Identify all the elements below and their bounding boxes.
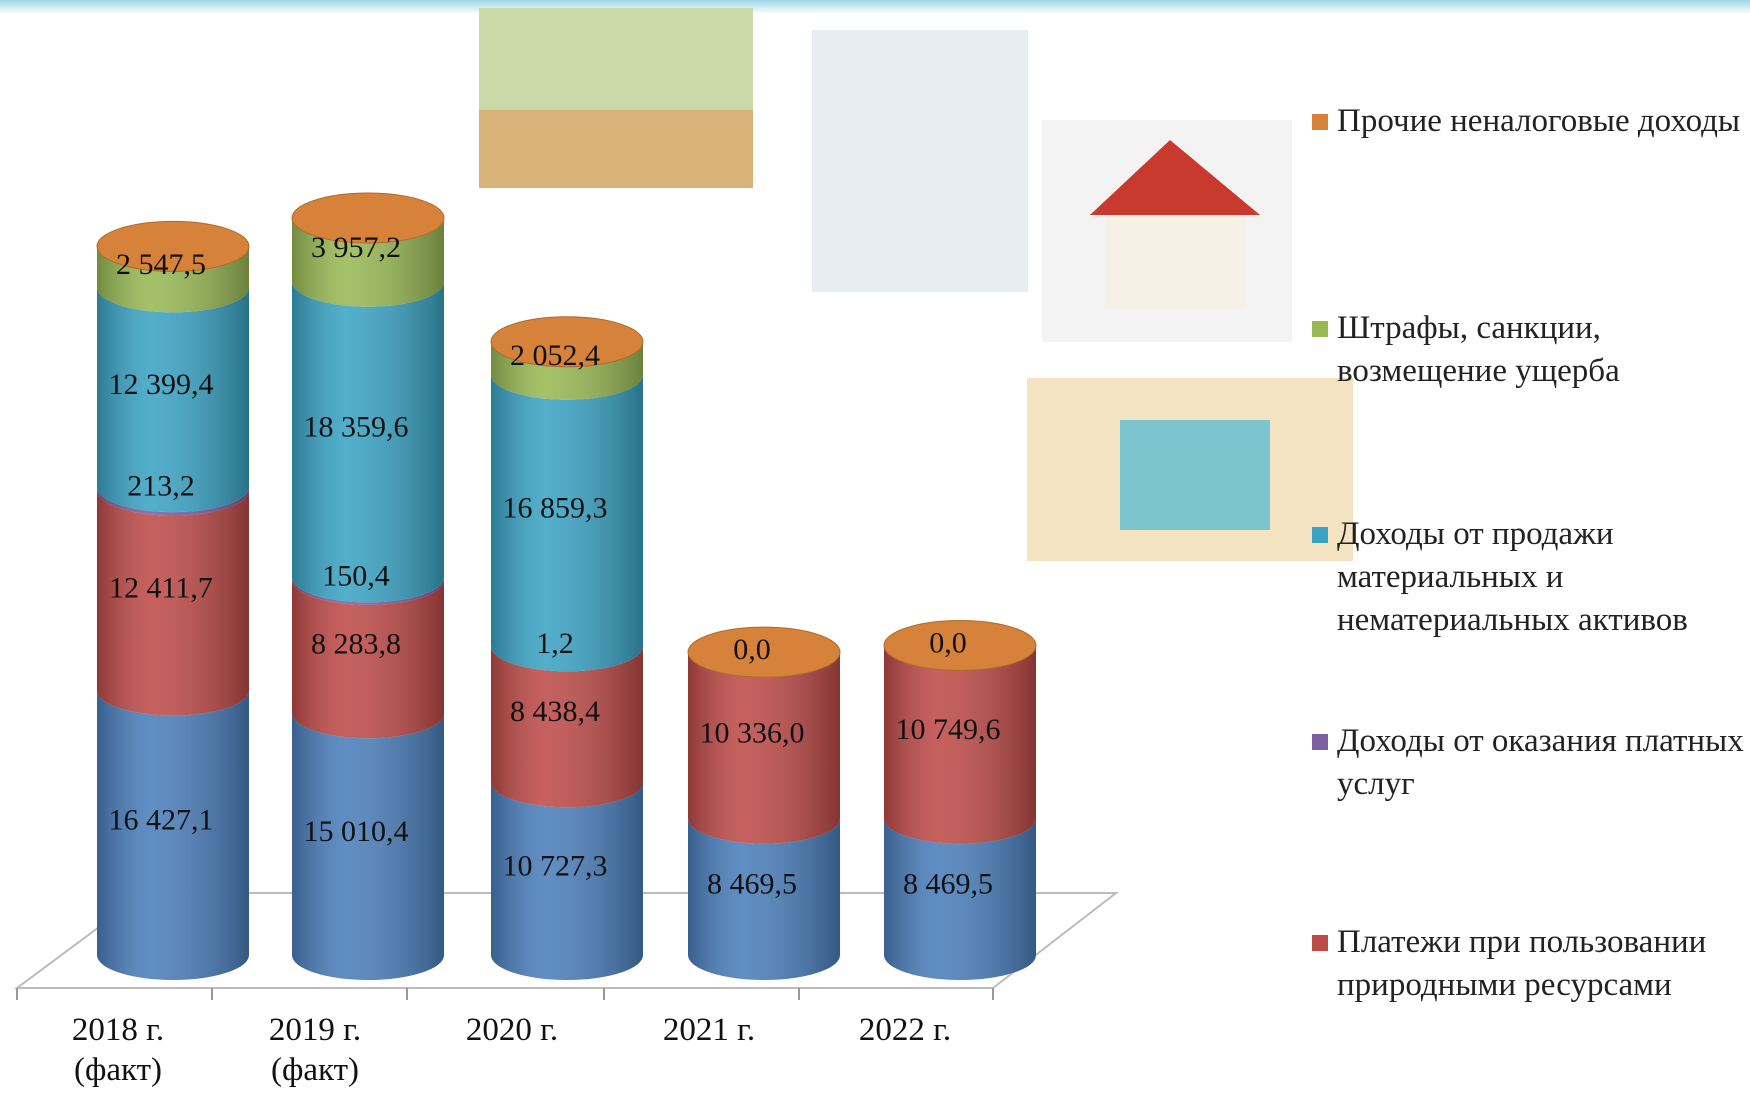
data-label: 8 283,8 <box>311 627 401 660</box>
x-tick-label: 2019 г. (факт) <box>268 1012 362 1088</box>
pictures <box>479 8 1353 561</box>
segment-shade <box>884 818 1036 980</box>
legend-swatch <box>1312 734 1328 750</box>
data-label: 16 859,3 <box>503 491 608 524</box>
x-tick-label: 2020 г. <box>465 1012 559 1048</box>
top-cap <box>687 626 841 678</box>
data-label: 3 957,2 <box>311 231 401 264</box>
segment-shade <box>97 690 249 980</box>
data-label: 8 438,4 <box>510 695 600 728</box>
segment-shade <box>97 490 249 716</box>
legend-entry: Доходы от продажи материальных и нематер… <box>1337 516 1688 638</box>
segment-shade <box>491 374 643 672</box>
segment-shade <box>884 645 1036 844</box>
segment-shade <box>292 579 444 739</box>
legend-swatch <box>1312 321 1328 337</box>
data-label: 1,2 <box>536 627 574 660</box>
cylinder <box>490 316 644 980</box>
data-label: 10 336,0 <box>700 716 805 749</box>
data-label: 15 010,4 <box>304 815 409 848</box>
data-label: 2 547,5 <box>116 248 206 281</box>
cylinder <box>96 220 250 980</box>
top-cap <box>490 316 644 368</box>
data-label: 150,4 <box>322 560 390 593</box>
x-tick-label: 2018 г. (факт) <box>71 1012 165 1088</box>
data-label: 2 052,4 <box>510 339 600 372</box>
legend-entry: Доходы от оказания платных услуг <box>1337 723 1744 802</box>
segment-shade <box>491 646 643 808</box>
top-cap <box>96 220 250 272</box>
legend-entry: Штрафы, санкции, возмещение ущерба <box>1337 310 1620 389</box>
segment-shade <box>97 287 249 513</box>
segment-shade <box>491 341 643 400</box>
x-tick-label: 2021 г. <box>662 1012 756 1048</box>
top-cap <box>291 192 445 244</box>
legend-entry: Прочие неналоговые доходы <box>1337 103 1741 139</box>
data-label: 16 427,1 <box>109 804 214 837</box>
segment-shade <box>292 281 444 603</box>
segment-shade <box>292 713 444 980</box>
data-label: 0,0 <box>733 633 771 666</box>
cylinder <box>687 626 841 980</box>
legend-swatch <box>1312 935 1328 951</box>
legend-swatch <box>1312 114 1328 130</box>
data-label: 0,0 <box>929 626 967 659</box>
segment-shade <box>688 652 840 844</box>
data-label: 8 469,5 <box>707 868 797 901</box>
top-band <box>0 0 1750 14</box>
data-label: 213,2 <box>127 470 195 503</box>
cylinder <box>291 192 445 980</box>
data-label: 10 727,3 <box>503 850 608 883</box>
data-label: 12 399,4 <box>109 368 214 401</box>
legend-entry: Платежи при пользовании природными ресур… <box>1337 924 1707 1003</box>
legend-swatch <box>1312 527 1328 543</box>
category-axis <box>16 988 994 1000</box>
picture-tap <box>812 30 1028 292</box>
cylinder <box>883 619 1037 980</box>
top-cap <box>883 619 1037 671</box>
segment-shade <box>688 818 840 980</box>
data-label: 18 359,6 <box>304 410 409 443</box>
data-label: 10 749,6 <box>896 713 1001 746</box>
segment-shade <box>491 782 643 980</box>
data-label: 8 469,5 <box>903 868 993 901</box>
segment-shade <box>97 246 249 313</box>
x-tick-label: 2022 г. <box>858 1012 952 1048</box>
data-label: 12 411,7 <box>109 571 213 604</box>
